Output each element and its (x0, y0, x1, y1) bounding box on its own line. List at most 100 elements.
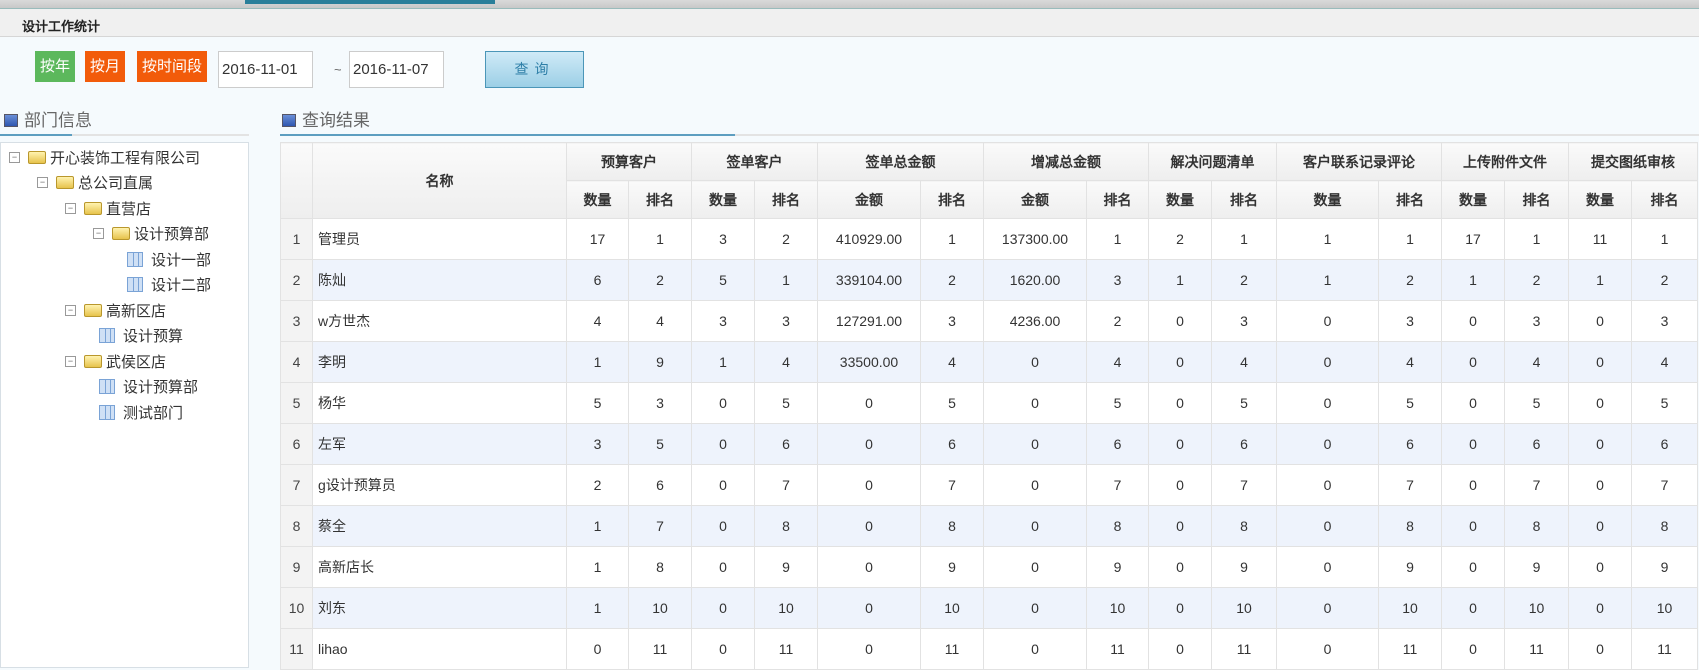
value-cell: 0 (817, 546, 921, 588)
table-icon (99, 379, 115, 394)
value-cell: 0 (1148, 341, 1212, 383)
value-cell: 3 (1631, 300, 1698, 342)
subheader: 数量 (1148, 180, 1212, 219)
value-cell: 0 (1568, 382, 1632, 424)
value-cell: 0 (1441, 382, 1505, 424)
collapse-icon[interactable]: − (93, 228, 104, 239)
table-row[interactable]: 6 左军 3 5 0 6 0 6 0 6 0 6 0 6 0 6 0 6 (280, 423, 1698, 465)
table-row[interactable]: 9 高新店长 1 8 0 9 0 9 0 9 0 9 0 9 0 9 0 9 (280, 546, 1698, 588)
collapse-icon[interactable]: − (65, 304, 76, 316)
tree-node[interactable]: 测试部门 (93, 401, 183, 423)
table-row[interactable]: 10 刘东 1 10 0 10 0 10 0 10 0 10 0 10 0 10 0 10 (280, 587, 1698, 629)
query-button[interactable]: 查询 (485, 51, 584, 88)
tree-node[interactable]: 设计二部 (121, 274, 211, 296)
value-cell: 0 (983, 341, 1087, 383)
tree-node[interactable]: 设计预算部 (93, 376, 198, 398)
tree-node[interactable]: 设计预算 (93, 325, 183, 347)
tree-node[interactable]: − 总公司直属 (37, 172, 153, 194)
value-cell: 7 (1631, 464, 1698, 506)
value-cell: 2 (1631, 259, 1698, 301)
value-cell: 1 (628, 218, 692, 260)
value-cell: 10 (1504, 587, 1569, 629)
value-cell: 11 (1086, 628, 1149, 670)
value-cell: 8 (920, 505, 984, 547)
tree-node[interactable]: − 直营店 (65, 197, 151, 219)
row-number: 9 (280, 546, 313, 588)
collapse-icon[interactable]: − (65, 355, 76, 367)
table-row[interactable]: 5 杨华 5 3 0 5 0 5 0 5 0 5 0 5 0 5 0 5 (280, 382, 1698, 424)
value-cell: 0 (1441, 628, 1505, 670)
collapse-icon[interactable]: − (37, 177, 48, 188)
name-cell: w方世杰 (312, 300, 567, 342)
value-cell: 9 (1378, 546, 1442, 588)
value-cell: 4 (1504, 341, 1569, 383)
subheader: 排名 (1504, 180, 1569, 219)
value-cell: 0 (983, 587, 1087, 629)
name-cell: 管理员 (312, 218, 567, 260)
start-date-input[interactable]: 2016-11-01 (218, 51, 313, 88)
value-cell: 8 (1378, 505, 1442, 547)
value-cell: 3 (754, 300, 818, 342)
value-cell: 0 (1568, 587, 1632, 629)
collapse-icon[interactable]: − (65, 202, 76, 214)
value-cell: 10 (920, 587, 984, 629)
group-header: 预算客户 (566, 142, 692, 181)
value-cell: 3 (1504, 300, 1569, 342)
monitor-icon (282, 114, 296, 127)
table-icon (127, 251, 143, 267)
value-cell: 3 (1378, 300, 1442, 342)
collapse-icon[interactable]: − (9, 151, 20, 163)
value-cell: 17 (1441, 218, 1505, 260)
monitor-icon (4, 114, 18, 127)
value-cell: 8 (1211, 505, 1277, 547)
value-cell: 3 (1211, 300, 1277, 342)
value-cell: 8 (1631, 505, 1698, 547)
by-year-button[interactable]: 按年 (35, 51, 76, 82)
end-date-input[interactable]: 2016-11-07 (349, 51, 444, 88)
tree-node[interactable]: − 武侯区店 (65, 350, 166, 372)
value-cell: 0 (1276, 341, 1379, 383)
folder-icon (84, 354, 102, 368)
row-number: 4 (280, 341, 313, 383)
value-cell: 7 (1211, 464, 1277, 506)
by-period-button[interactable]: 按时间段 (137, 51, 208, 82)
table-row[interactable]: 11 lihao 0 11 0 11 0 11 0 11 0 11 0 11 0 11 0 11 (280, 628, 1698, 670)
tree-node-label: 开心装饰工程有限公司 (50, 149, 201, 167)
value-cell: 339104.00 (817, 259, 921, 301)
value-cell: 0 (1276, 587, 1379, 629)
value-cell: 5 (754, 382, 818, 424)
value-cell: 0 (1148, 423, 1212, 465)
value-cell: 0 (691, 464, 755, 506)
value-cell: 0 (1148, 628, 1212, 670)
value-cell: 11 (1631, 628, 1698, 670)
value-cell: 1 (566, 546, 629, 588)
value-cell: 11 (1568, 218, 1632, 260)
group-header: 上传附件文件 (1441, 142, 1569, 181)
active-app-tab[interactable] (245, 0, 495, 4)
table-row[interactable]: 4 李明 1 9 1 4 33500.00 4 0 4 0 4 0 4 0 4 0 4 (280, 341, 1698, 383)
row-number: 8 (280, 505, 313, 547)
value-cell: 1 (566, 505, 629, 547)
table-row[interactable]: 8 蔡全 1 7 0 8 0 8 0 8 0 8 0 8 0 8 0 8 (280, 505, 1698, 547)
value-cell: 6 (920, 423, 984, 465)
by-month-button[interactable]: 按月 (85, 51, 126, 82)
value-cell: 0 (1568, 546, 1632, 588)
value-cell: 0 (566, 628, 629, 670)
value-cell: 0 (691, 382, 755, 424)
tree-node[interactable]: − 设计预算部 (93, 223, 209, 245)
value-cell: 7 (1086, 464, 1149, 506)
table-row[interactable]: 3 w方世杰 4 4 3 3 127291.00 3 4236.00 2 0 3 0 3 0 3 0 3 (280, 300, 1698, 342)
table-row[interactable]: 1 管理员 17 1 3 2 410929.00 1 137300.00 1 2 1 1 1 17 1 11 1 (280, 218, 1698, 260)
subheader: 排名 (1211, 180, 1277, 219)
value-cell: 1620.00 (983, 259, 1087, 301)
tree-node[interactable]: 设计一部 (121, 248, 211, 270)
name-cell: g设计预算员 (312, 464, 567, 506)
table-row[interactable]: 2 陈灿 6 2 5 1 339104.00 2 1620.00 3 1 2 1 2 1 2 1 2 (280, 259, 1698, 301)
value-cell: 0 (1276, 464, 1379, 506)
value-cell: 0 (1276, 546, 1379, 588)
value-cell: 1 (566, 341, 629, 383)
value-cell: 9 (754, 546, 818, 588)
tree-node[interactable]: − 开心装饰工程有限公司 (9, 146, 200, 168)
tree-node[interactable]: − 高新区店 (65, 299, 166, 321)
table-row[interactable]: 7 g设计预算员 2 6 0 7 0 7 0 7 0 7 0 7 0 7 0 7 (280, 464, 1698, 506)
